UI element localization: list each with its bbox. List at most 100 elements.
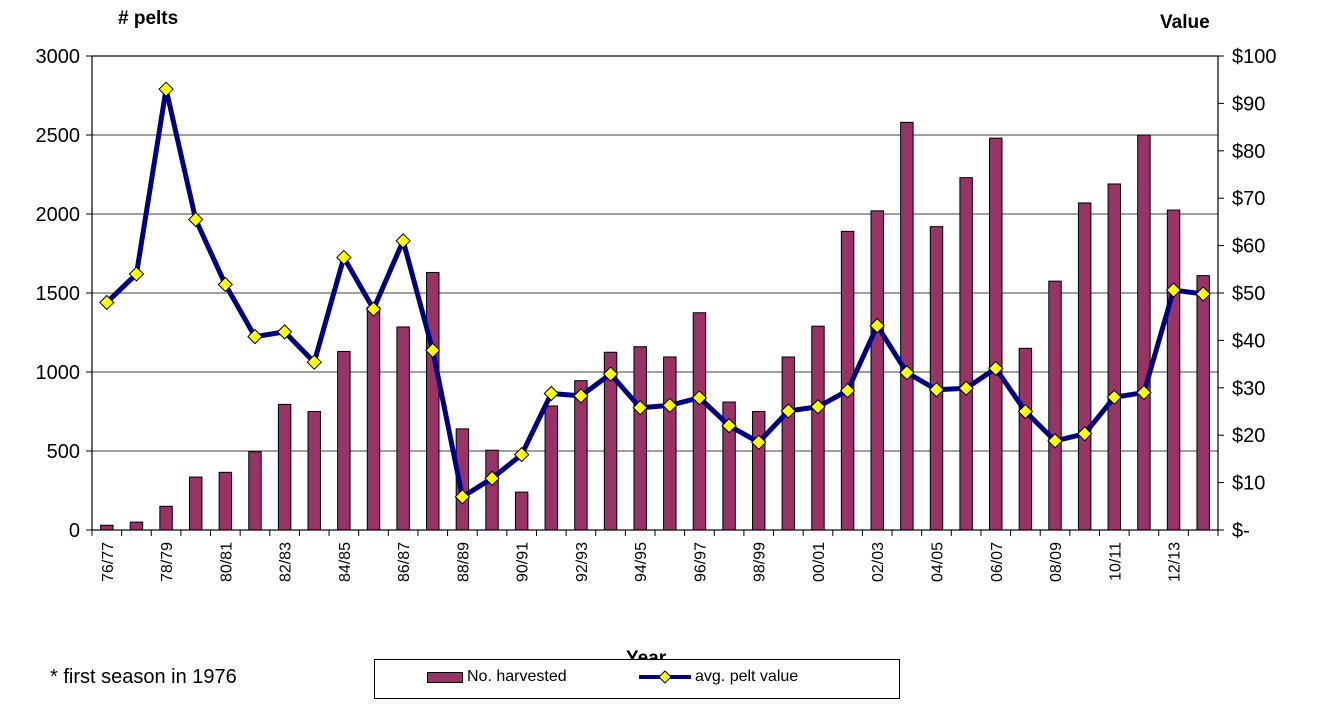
value-point bbox=[1165, 282, 1182, 298]
bar bbox=[900, 121, 914, 531]
value-point bbox=[188, 211, 204, 228]
right-tick-label: $60 bbox=[1232, 236, 1265, 258]
value-point bbox=[573, 388, 589, 404]
value-point bbox=[1106, 389, 1122, 405]
x-tick-label: 08/09 bbox=[1048, 542, 1065, 582]
legend-item-value: avg. pelt value bbox=[639, 668, 798, 686]
value-point bbox=[602, 366, 619, 382]
value-point bbox=[691, 390, 708, 406]
right-tick-label: $10 bbox=[1232, 473, 1265, 495]
x-tick-label: 98/99 bbox=[752, 542, 769, 582]
bar bbox=[1018, 347, 1033, 531]
value-point bbox=[306, 354, 322, 370]
right-tick-label: $40 bbox=[1232, 330, 1265, 352]
bar bbox=[811, 325, 825, 531]
x-tick-label: 10/11 bbox=[1107, 542, 1124, 581]
left-axis-title: # pelts bbox=[118, 8, 179, 29]
bar bbox=[1166, 209, 1181, 531]
bar bbox=[1107, 183, 1122, 531]
bar bbox=[514, 491, 529, 531]
bar bbox=[751, 411, 766, 531]
value-point bbox=[662, 397, 678, 414]
value-point bbox=[721, 418, 737, 434]
x-tick-label: 92/93 bbox=[574, 542, 591, 582]
bar bbox=[929, 226, 944, 531]
bar bbox=[633, 346, 647, 531]
x-tick-label: 00/01 bbox=[811, 542, 828, 582]
bar bbox=[1137, 134, 1151, 531]
right-tick-label: $80 bbox=[1232, 141, 1265, 163]
x-tick-label: 12/13 bbox=[1167, 542, 1184, 582]
left-tick-label: 2500 bbox=[36, 125, 81, 147]
value-point bbox=[958, 380, 974, 396]
bar bbox=[544, 405, 559, 531]
right-tick-label: $20 bbox=[1232, 425, 1265, 447]
x-tick-label: 84/85 bbox=[337, 542, 354, 582]
value-point bbox=[839, 382, 856, 399]
legend-line-swatch bbox=[639, 670, 691, 684]
x-tick-label: 02/03 bbox=[870, 542, 887, 582]
bar bbox=[959, 177, 973, 531]
x-tick-label: 80/81 bbox=[218, 542, 235, 582]
right-tick-label: $90 bbox=[1232, 93, 1265, 115]
value-point bbox=[543, 385, 559, 402]
bar bbox=[1077, 202, 1092, 531]
value-point bbox=[899, 364, 915, 381]
legend: No. harvested avg. pelt value bbox=[374, 659, 900, 699]
x-tick-label: 88/89 bbox=[455, 542, 472, 582]
value-point bbox=[425, 342, 441, 359]
bar bbox=[870, 210, 884, 531]
value-point bbox=[365, 301, 382, 317]
value-point bbox=[484, 470, 500, 487]
bar bbox=[366, 306, 381, 531]
bar bbox=[307, 411, 321, 531]
x-tick-label: 82/83 bbox=[278, 542, 295, 582]
bar bbox=[426, 271, 440, 531]
x-tick-label: 04/05 bbox=[930, 542, 947, 582]
x-tick-label: 76/77 bbox=[100, 542, 117, 582]
right-axis-title: Value bbox=[1160, 12, 1210, 33]
footnote: * first season in 1976 bbox=[50, 666, 237, 688]
x-tick-label: 94/95 bbox=[633, 542, 650, 582]
bar bbox=[100, 524, 114, 531]
value-line bbox=[105, 86, 1204, 500]
bar bbox=[485, 449, 499, 531]
right-tick-label: $70 bbox=[1232, 188, 1265, 210]
value-point bbox=[780, 403, 797, 419]
legend-bar-swatch bbox=[427, 671, 463, 683]
value-point bbox=[276, 324, 293, 340]
bar bbox=[129, 521, 144, 531]
value-point bbox=[513, 446, 530, 463]
x-tick-label: 86/87 bbox=[396, 542, 413, 582]
bar bbox=[396, 326, 410, 531]
value-point bbox=[99, 294, 115, 311]
left-tick-label: 500 bbox=[47, 441, 80, 463]
bar bbox=[159, 505, 173, 531]
x-tick-label: 06/07 bbox=[989, 542, 1006, 582]
bar bbox=[248, 451, 262, 531]
left-tick-label: 2000 bbox=[36, 204, 81, 226]
bar bbox=[337, 350, 351, 531]
value-point bbox=[128, 266, 145, 282]
value-point bbox=[1076, 426, 1093, 442]
right-tick-label: $50 bbox=[1232, 283, 1265, 305]
x-tick-label: 90/91 bbox=[515, 542, 532, 582]
left-tick-label: 1500 bbox=[36, 283, 81, 305]
value-point bbox=[988, 360, 1004, 377]
right-tick-label: $- bbox=[1232, 520, 1250, 542]
value-point bbox=[869, 317, 885, 334]
x-tick-label: 96/97 bbox=[692, 542, 709, 582]
value-point bbox=[247, 328, 263, 345]
value-point bbox=[1047, 433, 1063, 449]
right-tick-label: $30 bbox=[1232, 378, 1265, 400]
bar bbox=[277, 403, 292, 531]
value-point bbox=[810, 399, 826, 415]
x-tick-label: 78/79 bbox=[159, 542, 176, 582]
value-point bbox=[217, 276, 234, 293]
value-point bbox=[158, 81, 174, 97]
value-point bbox=[632, 400, 648, 416]
left-tick-label: 0 bbox=[69, 520, 80, 542]
legend-label-harvested: No. harvested bbox=[467, 668, 567, 685]
bar bbox=[663, 356, 677, 531]
value-point bbox=[454, 489, 471, 505]
